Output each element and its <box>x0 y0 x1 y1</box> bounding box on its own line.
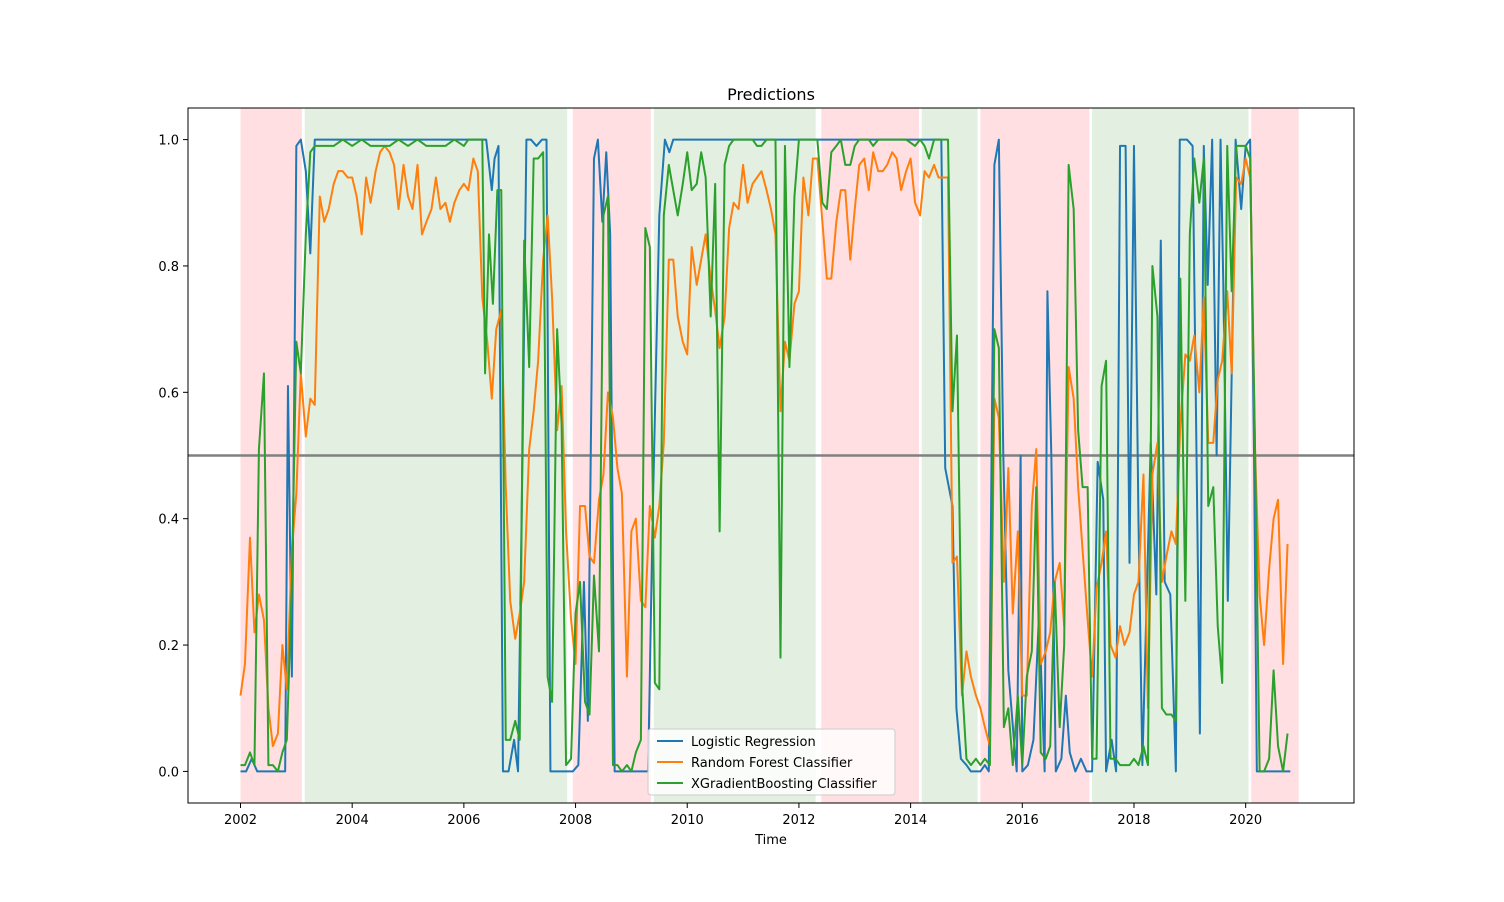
x-axis: 2002 2004 2006 2008 2010 2012 2014 2016 2018 2020 <box>224 803 1262 828</box>
y-tick-label: 0.4 <box>158 513 179 528</box>
series-layer <box>239 138 1291 773</box>
x-tick-label: 2004 <box>336 813 369 828</box>
y-axis: 0.0 0.2 0.4 0.6 0.8 1.0 <box>158 134 188 780</box>
y-tick-label: 1.0 <box>158 134 179 149</box>
x-tick-label: 2010 <box>671 813 704 828</box>
y-tick-label: 0.2 <box>158 639 179 654</box>
y-tick-label: 0.6 <box>158 386 179 401</box>
chart-title: Predictions <box>727 85 815 104</box>
x-axis-label: Time <box>754 833 787 848</box>
series-line-logistic-regression <box>240 138 1291 773</box>
x-tick-label: 2018 <box>1117 813 1150 828</box>
legend-label: XGradientBoosting Classifier <box>691 777 877 792</box>
legend-label: Logistic Regression <box>691 735 816 750</box>
x-tick-label: 2002 <box>224 813 257 828</box>
x-tick-label: 2006 <box>447 813 480 828</box>
series-line-random-forest-classifier <box>239 144 1289 748</box>
y-tick-label: 0.8 <box>158 260 179 275</box>
x-tick-label: 2008 <box>559 813 592 828</box>
legend-box <box>647 728 896 796</box>
plot-frame <box>187 107 1355 804</box>
legend-label: Random Forest Classifier <box>691 756 853 771</box>
series-line-xgradientboosting-classifier <box>240 138 1289 773</box>
legend: Logistic Regression Random Forest Classif… <box>647 728 896 796</box>
x-tick-label: 2020 <box>1229 813 1262 828</box>
y-tick-label: 0.0 <box>158 765 179 780</box>
x-tick-label: 2014 <box>894 813 927 828</box>
x-tick-label: 2016 <box>1006 813 1039 828</box>
x-tick-label: 2012 <box>782 813 815 828</box>
